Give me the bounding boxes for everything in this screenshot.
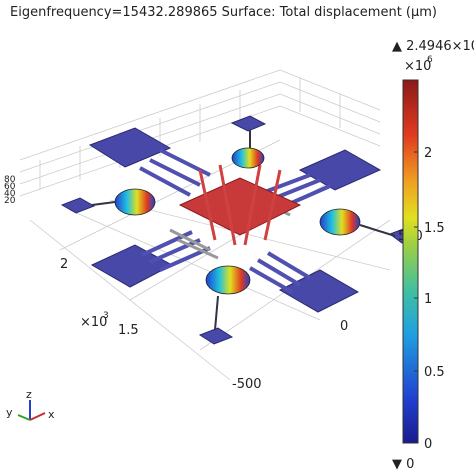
grid <box>19 69 391 381</box>
beams <box>169 186 291 260</box>
colorbar-tick: 2 <box>424 146 432 161</box>
y-scale-exponent: 3 <box>103 311 109 321</box>
z-tick-label: 80 <box>4 175 16 185</box>
colorbar-tick: 0 <box>424 437 432 452</box>
pads <box>60 115 420 345</box>
x-tick-label: -500 <box>232 377 262 392</box>
colorbar-scale: ×10 <box>404 59 431 74</box>
axis-triad: z x y <box>6 388 55 421</box>
triad-z: z <box>26 388 32 401</box>
comb-fingers <box>198 164 282 246</box>
proof-mass <box>178 177 302 236</box>
colorbar-tick: 1.5 <box>424 221 445 236</box>
y-tick-label: 1.5 <box>118 323 139 338</box>
colorbar-max: ▲ 2.4946×10 <box>392 39 474 54</box>
anchors <box>91 130 396 331</box>
colorbar-tick: 0.5 <box>424 365 445 380</box>
springs <box>114 147 361 295</box>
triad-x: x <box>48 408 55 421</box>
x-tick-label: 0 <box>340 319 348 334</box>
y-scale-label: ×10 <box>80 315 107 330</box>
colorbar: ▲ 2.4946×10 ×10 6 2 1.5 1 0.5 0 ▼ 0 <box>392 39 474 472</box>
colorbar-tick: 1 <box>424 292 432 307</box>
z-tick-label: 20 <box>4 196 16 206</box>
colorbar-scale-exponent: 6 <box>427 55 433 65</box>
triad-y: y <box>6 406 13 419</box>
colorbar-min: ▼ 0 <box>392 457 414 472</box>
z-tick-label: 60 <box>4 182 16 192</box>
colorbar-gradient <box>402 79 419 444</box>
y-tick-label: 2 <box>60 257 68 272</box>
z-tick-label: 40 <box>4 189 16 199</box>
plot-title: Eigenfrequency=15432.289865 Surface: Tot… <box>10 5 437 20</box>
